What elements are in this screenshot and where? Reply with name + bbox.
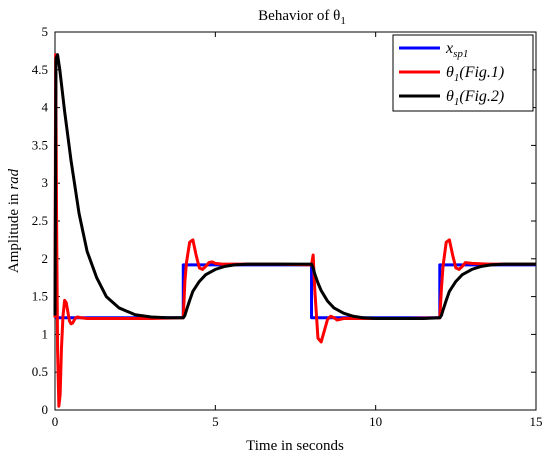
chart-title-text: Behavior of θ	[258, 8, 340, 24]
y-axis-title-prefix: Amplitude in	[6, 190, 22, 273]
y-tick-label-5: 2.5	[32, 213, 48, 228]
legend-label-1-name: θ	[446, 64, 454, 81]
series-line-1	[53, 53, 536, 408]
legend-label-0: xsp1	[445, 40, 468, 60]
y-tick-label-4: 2	[42, 251, 49, 266]
legend-label-0-sub: sp1	[453, 48, 468, 60]
y-tick-label-6: 3	[42, 175, 49, 190]
series-layer	[53, 53, 536, 408]
legend-label-0-name: x	[445, 40, 453, 57]
legend-label-2-name: θ	[446, 88, 454, 105]
chart-title-subscript: 1	[340, 15, 346, 27]
legend-label-1-suffix: (Fig.1)	[459, 64, 504, 81]
y-tick-label-0: 0	[42, 402, 49, 417]
legend-label-2: θ1(Fig.2)	[446, 88, 504, 108]
y-tick-label-7: 3.5	[32, 137, 48, 152]
legend-label-2-sub: 1	[454, 96, 460, 108]
chart-title: Behavior of θ1	[258, 8, 346, 27]
y-tick-label-1: 0.5	[32, 364, 48, 379]
x-tick-label-1: 5	[212, 414, 219, 429]
y-tick-label-8: 4	[42, 100, 49, 115]
y-axis-title: Amplitude in rad	[6, 168, 22, 273]
x-tick-label-3: 15	[530, 414, 543, 429]
legend-label-2-suffix: (Fig.2)	[459, 88, 504, 105]
y-tick-label-9: 4.5	[32, 62, 48, 77]
y-axis-title-unit: rad	[6, 168, 22, 189]
x-tick-label-2: 10	[369, 414, 382, 429]
x-tick-label-0: 0	[52, 414, 59, 429]
x-axis-title: Time in seconds	[246, 438, 344, 454]
legend-label-1-sub: 1	[454, 72, 460, 84]
legend-label-1: θ1(Fig.1)	[446, 64, 504, 84]
y-tick-label-10: 5	[42, 24, 49, 39]
y-tick-label-3: 1.5	[32, 289, 48, 304]
series-line-2	[53, 53, 536, 321]
legend: xsp1 θ1(Fig.1) θ1(Fig.2)	[392, 34, 534, 112]
y-tick-label-2: 1	[42, 326, 49, 341]
